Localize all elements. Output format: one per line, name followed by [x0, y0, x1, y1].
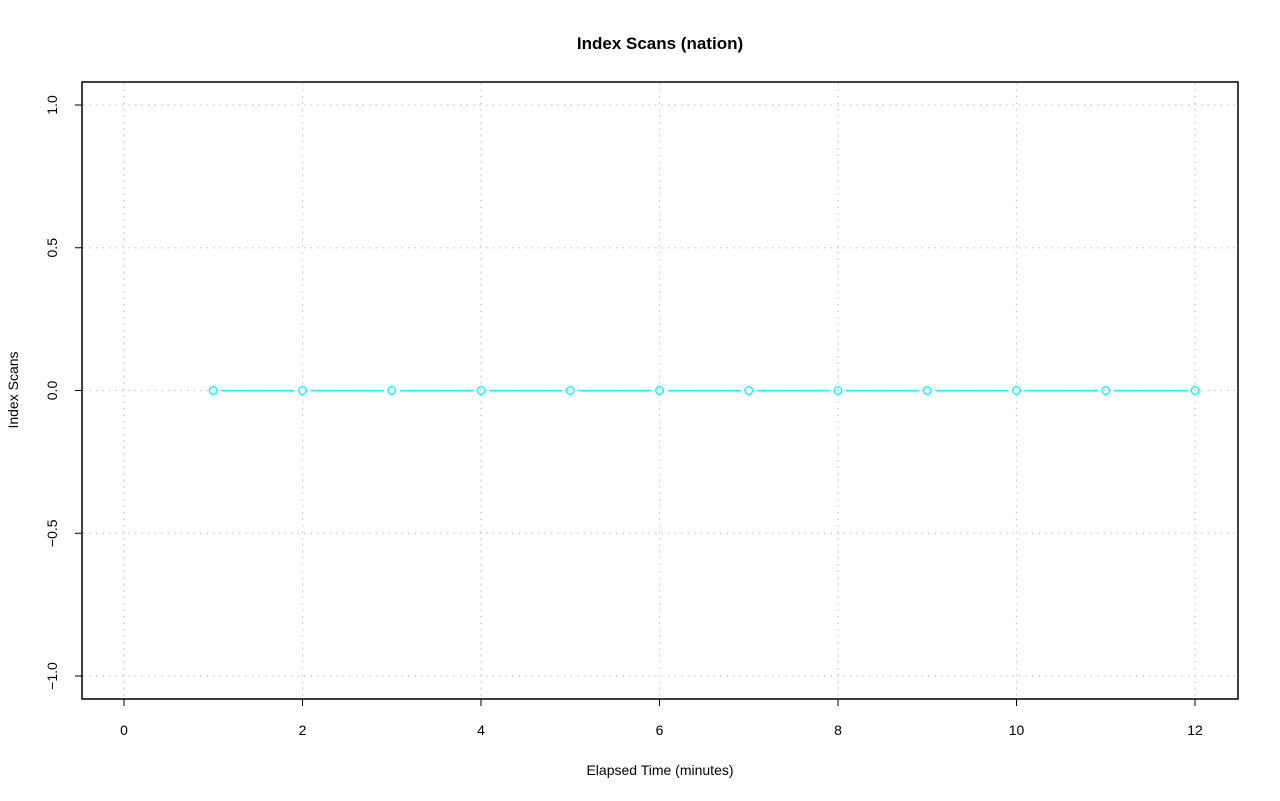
- series: [208, 386, 1200, 396]
- x-tick-label: 4: [477, 722, 485, 738]
- data-point: [565, 386, 575, 396]
- data-point: [1101, 386, 1111, 396]
- x-tick-label: 8: [834, 722, 842, 738]
- x-tick-label: 12: [1187, 722, 1203, 738]
- y-tick-label: 0.0: [44, 381, 60, 401]
- x-tick-label: 6: [656, 722, 664, 738]
- y-tick-label: 0.5: [44, 238, 60, 258]
- data-point: [387, 386, 397, 396]
- x-axis: 0 2 4 6 8 10 12: [120, 699, 1203, 738]
- y-tick-label: 1.0: [44, 95, 60, 115]
- data-point: [298, 386, 308, 396]
- x-tick-label: 10: [1009, 722, 1025, 738]
- x-tick-label: 2: [299, 722, 307, 738]
- data-point: [1012, 386, 1022, 396]
- data-point: [833, 386, 843, 396]
- data-point: [922, 386, 932, 396]
- plot-frame: [81, 81, 1239, 700]
- x-axis-label: Elapsed Time (minutes): [586, 762, 733, 778]
- data-point: [476, 386, 486, 396]
- y-tick-label: −1.0: [44, 662, 60, 690]
- data-point: [655, 386, 665, 396]
- y-axis: −1.0 −0.5 0.0 0.5 1.0: [44, 95, 82, 690]
- data-point: [208, 386, 218, 396]
- chart-title: Index Scans (nation): [577, 34, 743, 53]
- x-tick-label: 0: [120, 722, 128, 738]
- data-point: [1190, 386, 1200, 396]
- y-axis-label: Index Scans: [5, 351, 21, 428]
- y-tick-label: −0.5: [44, 519, 60, 547]
- data-point: [744, 386, 754, 396]
